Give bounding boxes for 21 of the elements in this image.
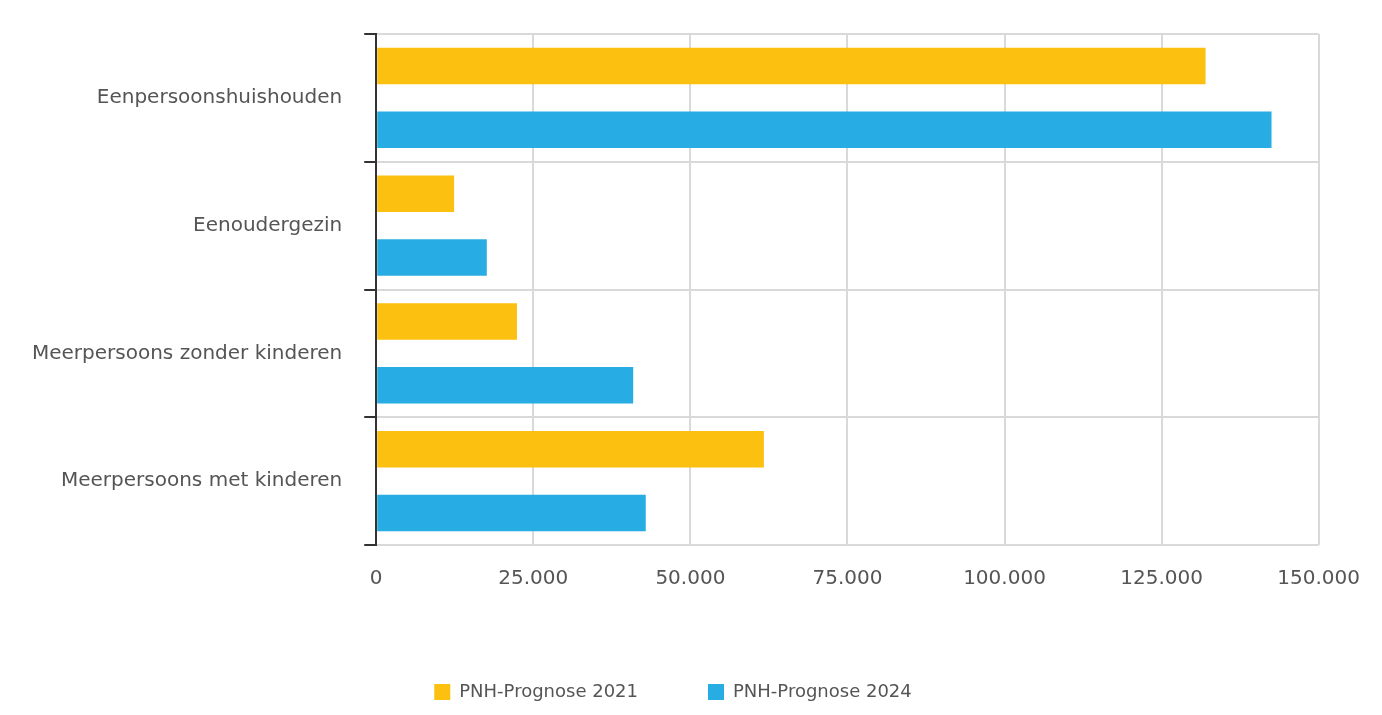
bar: [377, 303, 517, 340]
x-tick-label: 25.000: [498, 565, 569, 590]
bar: [377, 367, 634, 404]
y-tick-label: Eenoudergezin: [193, 211, 343, 236]
bar: [377, 175, 455, 212]
x-tick-label: 100.000: [963, 565, 1046, 590]
x-tick-label: 75.000: [812, 565, 883, 590]
bar: [377, 430, 764, 468]
y-tick-label: Meerpersoons met kinderen: [60, 467, 343, 492]
legend-label: PNH-Prognose 2024: [733, 679, 912, 701]
bar: [377, 494, 646, 532]
bar: [377, 47, 1206, 85]
x-tick-label: 0: [369, 565, 383, 590]
bar: [377, 111, 1272, 149]
legend-label: PNH-Prognose 2021: [459, 679, 638, 701]
y-tick-label: Meerpersoons zonder kinderen: [31, 339, 343, 364]
x-tick-label: 150.000: [1277, 565, 1361, 590]
x-tick-label: 125.000: [1120, 565, 1203, 590]
x-tick-label: 50.000: [655, 565, 726, 590]
bar: [377, 239, 487, 276]
y-tick-label: Eenpersoonshuishouden: [96, 84, 343, 109]
